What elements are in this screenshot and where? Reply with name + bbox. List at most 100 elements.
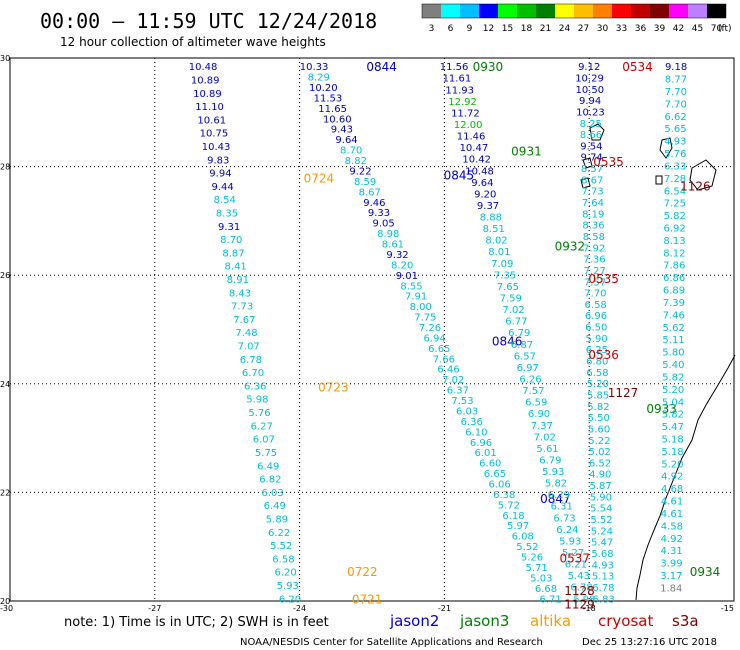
y-tick-label: 28 — [0, 163, 10, 172]
wave-height-value: 7.02 — [442, 375, 464, 386]
footer-note: note: 1) Time is in UTC; 2) SWH is in fe… — [64, 615, 329, 630]
wave-height-value: 7.02 — [502, 305, 524, 316]
wave-height-value: 4.92 — [661, 534, 683, 545]
pass-time-label: 0930 — [473, 60, 504, 74]
wave-height-value: 9.31 — [218, 222, 240, 233]
wave-height-value: 8.98 — [377, 229, 399, 240]
wave-height-value: 10.47 — [460, 143, 489, 154]
wave-height-value: 6.20 — [274, 568, 296, 579]
legend-swatch — [517, 4, 536, 18]
legend-label: 6 — [448, 24, 454, 34]
wave-height-value: 4.68 — [661, 484, 683, 495]
wave-height-value: 5.22 — [588, 436, 610, 447]
legend-swatch — [688, 4, 707, 18]
wave-height-value: 4.90 — [589, 470, 611, 481]
wave-height-value: 11.53 — [314, 93, 343, 104]
wave-height-value: 7.36 — [583, 255, 605, 266]
wave-height-value: 10.42 — [462, 155, 491, 166]
wave-height-value: 6.57 — [514, 351, 536, 362]
wave-height-value: 8.67 — [581, 175, 603, 186]
legend-swatch — [498, 4, 517, 18]
legend-swatch — [631, 4, 650, 18]
legend-label: 21 — [540, 24, 551, 34]
legend-label: 27 — [578, 24, 589, 34]
wave-height-value: 5.90 — [585, 334, 607, 345]
wave-height-value: 8.25 — [580, 119, 602, 130]
wave-height-value: 8.59 — [354, 177, 376, 188]
wave-height-value: 8.01 — [488, 247, 510, 258]
legend-unit: (ft) — [718, 24, 732, 34]
pass-time-label: 0724 — [304, 171, 335, 185]
wave-height-value: 8.13 — [663, 236, 685, 247]
coastline — [635, 354, 736, 601]
wave-height-value: 9.94 — [209, 169, 231, 180]
pass-time-label: 0932 — [555, 239, 586, 253]
wave-height-value: 5.13 — [592, 572, 614, 583]
pass-time-label: 0844 — [366, 60, 397, 74]
wave-height-value: 10.48 — [189, 62, 218, 73]
wave-height-value: 5.85 — [587, 390, 609, 401]
wave-height-value: 5.43 — [568, 571, 590, 582]
wave-height-value: 5.52 — [590, 515, 612, 526]
y-tick-label: 26 — [0, 271, 10, 280]
wave-height-value: 5.97 — [507, 521, 529, 532]
pass-time-label: 0845 — [444, 169, 475, 183]
wave-height-value: 6.78 — [240, 355, 262, 366]
wave-height-value: 6.73 — [553, 513, 575, 524]
wave-height-value: 6.86 — [663, 273, 685, 284]
wave-height-value: 6.82 — [259, 475, 281, 486]
wave-height-value: 8.88 — [480, 213, 502, 224]
legend-label: 9 — [467, 24, 473, 34]
wave-height-value: 5.61 — [536, 444, 558, 455]
wave-height-value: 7.57 — [522, 386, 544, 397]
x-tick-labels: -30 -27 -24 -21 -18 -15 — [0, 604, 734, 613]
wave-height-value: 6.79 — [539, 455, 561, 466]
wave-height-value: 12.00 — [454, 120, 483, 131]
wave-height-value: 10.89 — [191, 75, 220, 86]
y-tick-label: 24 — [0, 380, 10, 389]
wave-height-value: 6.94 — [424, 333, 446, 344]
wave-height-value: 5.87 — [589, 481, 611, 492]
wave-height-value: 8.57 — [581, 164, 603, 175]
wave-height-value: 10.60 — [323, 114, 352, 125]
wave-height-value: 4.93 — [592, 560, 614, 571]
wave-height-value: 6.80 — [586, 357, 608, 368]
wave-height-value: 5.82 — [545, 479, 567, 490]
pass-time-label: 0537 — [559, 552, 590, 566]
wave-height-value: 7.75 — [414, 313, 436, 324]
wave-height-value: 6.29 — [548, 490, 570, 501]
wave-height-value: 6.03 — [456, 406, 478, 417]
wave-height-value: 7.07 — [238, 342, 260, 353]
wave-height-value: 10.43 — [202, 142, 231, 153]
wave-height-value: 8.82 — [345, 156, 367, 167]
wave-height-value: 5.82 — [662, 372, 684, 383]
y-tick-label: 30 — [0, 54, 10, 63]
wave-height-value: 5.47 — [662, 422, 684, 433]
wave-height-value: 5.93 — [542, 467, 564, 478]
wave-height-value: 10.89 — [193, 89, 222, 100]
wave-height-value: 9.46 — [363, 198, 385, 209]
wave-height-value: 6.33 — [664, 161, 686, 172]
wave-height-value: 8.66 — [580, 130, 602, 141]
legend-swatch — [441, 4, 460, 18]
legend-swatch — [479, 4, 498, 18]
satellite-legend: jason2 jason3 altika cryosat s3a — [389, 612, 699, 630]
pass-time-label: 0723 — [318, 381, 349, 395]
wave-height-value: 6.21 — [565, 560, 587, 571]
wave-height-value: 6.49 — [257, 461, 279, 472]
wave-height-value: 9.44 — [211, 182, 233, 193]
wave-height-value: 8.51 — [483, 224, 505, 235]
wave-height-value: 8.77 — [665, 75, 687, 86]
wave-height-value: 7.65 — [497, 282, 519, 293]
wave-height-value: 7.26 — [419, 323, 441, 334]
wave-height-value: 5.80 — [662, 348, 684, 359]
wave-height-value: 5.75 — [255, 448, 277, 459]
wave-height-value: 9.18 — [665, 62, 687, 73]
grid-lines — [10, 58, 734, 601]
wave-height-value: 5.82 — [662, 410, 684, 421]
wave-height-value: 6.78 — [592, 583, 614, 594]
wave-height-value: 7.57 — [584, 277, 606, 288]
wave-height-value: 8.12 — [663, 248, 685, 259]
wave-height-value: 6.27 — [251, 421, 273, 432]
